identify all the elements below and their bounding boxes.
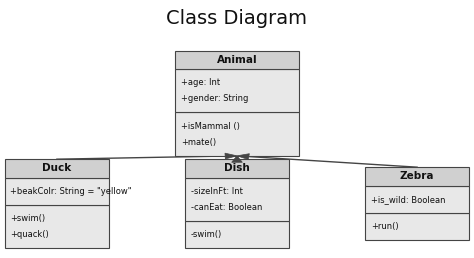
Text: +is_wild: Boolean: +is_wild: Boolean	[371, 195, 445, 204]
Text: +isMammal (): +isMammal ()	[181, 122, 240, 131]
Text: +beakColr: String = "yellow": +beakColr: String = "yellow"	[10, 187, 132, 196]
Bar	[175, 51, 299, 69]
Bar	[5, 205, 109, 248]
Text: Duck: Duck	[42, 164, 72, 173]
Text: +quack(): +quack()	[10, 230, 49, 239]
Text: +age: Int: +age: Int	[181, 78, 220, 87]
Text: +run(): +run()	[371, 222, 398, 231]
Text: -sizeInFt: Int: -sizeInFt: Int	[191, 187, 242, 196]
Bar	[185, 221, 289, 248]
Bar	[175, 69, 299, 112]
Bar	[365, 167, 469, 186]
Text: Zebra: Zebra	[400, 172, 434, 181]
Bar	[185, 178, 289, 221]
Text: +swim(): +swim()	[10, 214, 46, 223]
Bar	[5, 178, 109, 205]
Bar	[365, 186, 469, 213]
Text: +gender: String: +gender: String	[181, 94, 248, 103]
Text: Class Diagram: Class Diagram	[166, 9, 308, 28]
Text: Animal: Animal	[217, 55, 257, 65]
Polygon shape	[225, 153, 237, 159]
Polygon shape	[232, 156, 242, 162]
Text: -canEat: Boolean: -canEat: Boolean	[191, 203, 262, 212]
Bar	[365, 213, 469, 240]
Polygon shape	[237, 154, 249, 159]
Bar	[185, 159, 289, 178]
Bar	[175, 112, 299, 156]
Bar	[5, 159, 109, 178]
Text: Dish: Dish	[224, 164, 250, 173]
Text: +mate(): +mate()	[181, 138, 216, 147]
Text: -swim(): -swim()	[191, 230, 222, 239]
